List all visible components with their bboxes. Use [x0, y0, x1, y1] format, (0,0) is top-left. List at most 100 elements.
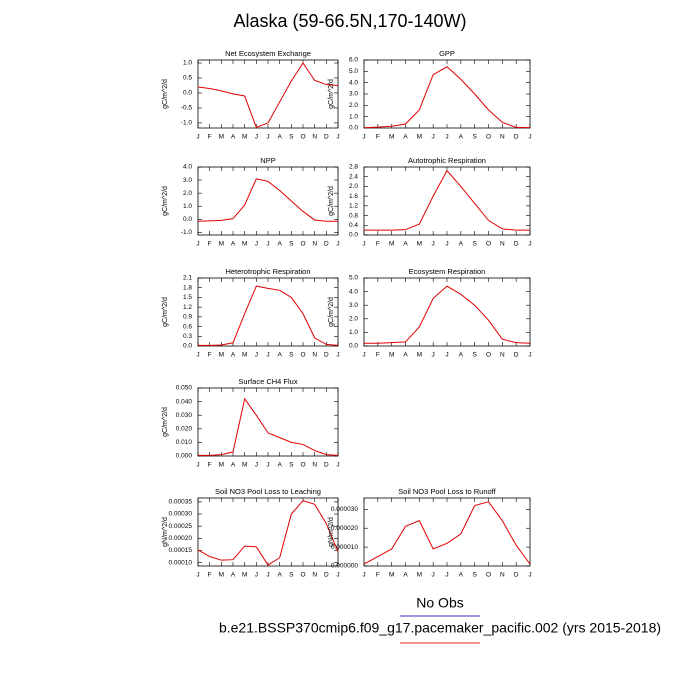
y-tick-label: 0.020	[176, 426, 193, 433]
x-tick-label: A	[403, 134, 408, 141]
x-tick-label: J	[266, 572, 269, 579]
x-tick-label: M	[242, 572, 247, 579]
y-tick-label: 2.8	[349, 164, 358, 171]
y-tick-label: 1.5	[183, 294, 192, 301]
y-tick-label: 4.0	[349, 288, 358, 295]
x-tick-label: N	[500, 241, 505, 248]
x-tick-label: J	[432, 241, 435, 248]
x-tick-label: M	[417, 352, 422, 359]
panel-title: Surface CH4 Flux	[238, 377, 297, 386]
plot-frame	[363, 166, 531, 236]
panel-title: Net Ecosystem Exchange	[225, 49, 311, 58]
y-axis-label: gN/m^2/d	[162, 517, 169, 547]
x-tick-label: J	[255, 462, 258, 469]
x-tick-label: J	[528, 134, 531, 141]
x-tick-label: J	[255, 241, 258, 248]
x-tick-label: J	[445, 352, 448, 359]
x-tick-label: O	[486, 134, 491, 141]
y-tick-label: 2.0	[349, 316, 358, 323]
y-tick-label: 1.6	[349, 193, 358, 200]
x-tick-label: M	[219, 352, 224, 359]
y-tick-label: 0.8	[349, 212, 358, 219]
y-tick-label: 0.010	[176, 439, 193, 446]
x-tick-label: J	[445, 241, 448, 248]
y-tick-label: 2.0	[349, 102, 358, 109]
x-tick-label: J	[336, 462, 339, 469]
y-axis-label: gC/m^2/d	[328, 186, 335, 216]
y-tick-label: 0.00020	[169, 535, 193, 542]
x-tick-label: N	[500, 352, 505, 359]
y-axis-label: gC/m^2/d	[162, 79, 169, 109]
x-tick-label: J	[362, 134, 365, 141]
x-tick-label: J	[336, 352, 339, 359]
y-tick-label: 3.0	[349, 91, 358, 98]
data-line	[197, 62, 339, 129]
panel-title: Autotrophic Respiration	[408, 156, 486, 165]
x-tick-label: O	[300, 352, 305, 359]
x-tick-label: M	[219, 462, 224, 469]
x-tick-label: A	[459, 241, 464, 248]
y-tick-label: 3.0	[349, 302, 358, 309]
x-tick-label: A	[277, 241, 282, 248]
y-tick-label: 0.000	[176, 453, 193, 460]
legend-label: No Obs	[416, 595, 463, 611]
x-tick-label: D	[514, 352, 519, 359]
x-tick-label: N	[312, 572, 317, 579]
y-tick-label: 0.9	[183, 314, 192, 321]
y-tick-label: 0.050	[176, 385, 193, 392]
y-tick-label: 0.000020	[331, 525, 358, 532]
y-tick-label: 0.5	[183, 75, 192, 82]
x-tick-label: S	[289, 241, 294, 248]
x-tick-label: M	[219, 572, 224, 579]
x-tick-label: J	[196, 462, 199, 469]
x-tick-label: A	[277, 134, 282, 141]
x-tick-label: J	[255, 134, 258, 141]
x-tick-label: J	[432, 134, 435, 141]
data-line	[198, 285, 339, 346]
x-tick-label: N	[312, 134, 317, 141]
y-tick-label: 0.3	[183, 333, 192, 340]
x-tick-label: J	[266, 352, 269, 359]
x-tick-label: M	[417, 572, 422, 579]
x-tick-label: J	[445, 134, 448, 141]
plot-frame	[363, 277, 531, 347]
x-tick-label: A	[231, 352, 236, 359]
y-axis-label: gC/m^2/d	[328, 297, 335, 327]
x-tick-label: O	[300, 241, 305, 248]
x-tick-label: A	[403, 241, 408, 248]
x-tick-label: M	[219, 134, 224, 141]
y-axis-label: gC/m^2/d	[162, 186, 169, 216]
x-tick-label: M	[242, 352, 247, 359]
x-tick-label: S	[472, 241, 477, 248]
panel-title: Soil NO3 Pool Loss to Leaching	[215, 487, 321, 496]
y-tick-label: 2.1	[183, 275, 192, 282]
x-tick-label: A	[231, 134, 236, 141]
x-tick-label: F	[376, 134, 380, 141]
x-tick-label: J	[528, 241, 531, 248]
data-line	[363, 501, 531, 565]
y-tick-label: -0.5	[181, 105, 193, 112]
y-tick-label: 0.0	[183, 90, 192, 97]
y-axis-label: gC/m^2/d	[162, 407, 169, 437]
x-tick-label: M	[242, 241, 247, 248]
x-tick-label: S	[289, 134, 294, 141]
panel-title: Ecosystem Respiration	[409, 267, 486, 276]
y-tick-label: 0.00025	[169, 523, 193, 530]
x-tick-label: M	[389, 134, 394, 141]
x-tick-label: A	[459, 134, 464, 141]
x-tick-label: F	[376, 352, 380, 359]
x-tick-label: A	[277, 462, 282, 469]
x-tick-label: N	[500, 572, 505, 579]
y-axis-label: gC/m^2/d	[328, 79, 335, 109]
plot-frame	[197, 166, 339, 236]
y-axis-label: gC/m^2/d	[162, 297, 169, 327]
y-tick-label: 1.8	[183, 284, 192, 291]
y-tick-label: 0.00035	[169, 499, 193, 506]
x-tick-label: J	[528, 572, 531, 579]
plot-frame	[197, 387, 339, 457]
x-tick-label: J	[266, 134, 269, 141]
panel-title: GPP	[439, 49, 455, 58]
y-tick-label: 0.00015	[169, 547, 193, 554]
x-tick-label: O	[300, 462, 305, 469]
x-tick-label: J	[362, 572, 365, 579]
